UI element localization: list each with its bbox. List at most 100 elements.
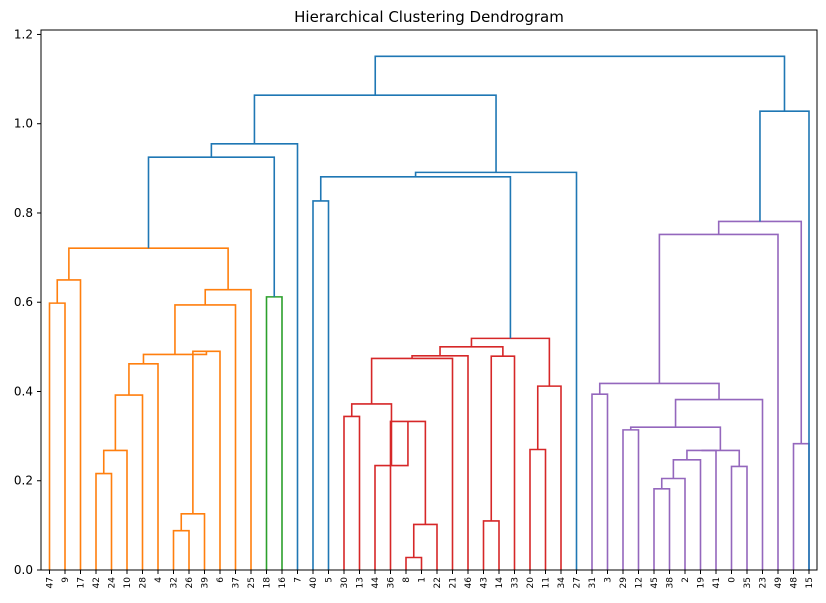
leaf-label: 16 xyxy=(278,577,288,589)
dendrogram-link xyxy=(319,176,512,339)
leaf-label: 15 xyxy=(805,577,815,588)
leaf-label: 1 xyxy=(418,577,428,583)
leaf-label: 18 xyxy=(263,577,273,589)
leaf-label: 37 xyxy=(232,577,242,588)
leaf-label: 6 xyxy=(216,577,226,583)
leaf-label: 12 xyxy=(635,577,645,588)
leaf-label: 27 xyxy=(573,577,583,588)
y-tick-label: 0.6 xyxy=(14,295,33,309)
leaf-label: 5 xyxy=(325,577,335,583)
dendrogram-link xyxy=(370,357,454,570)
dendrogram-link xyxy=(192,350,221,570)
dendrogram-link xyxy=(701,449,741,467)
leaf-label: 24 xyxy=(108,577,118,589)
leaf-label: 36 xyxy=(387,577,397,589)
dendrogram-links xyxy=(48,55,810,570)
leaf-label: 33 xyxy=(511,577,521,588)
dendrogram-link xyxy=(653,487,671,570)
dendrogram-link xyxy=(536,385,562,570)
y-axis: 0.0 0.2 0.4 0.6 0.8 1.0 1.2 xyxy=(14,27,41,577)
leaf-label: 38 xyxy=(666,577,676,589)
dendrogram-link xyxy=(490,355,516,570)
dendrogram-link xyxy=(210,143,299,570)
leaf-label: 47 xyxy=(46,577,56,588)
dendrogram-link xyxy=(312,200,330,570)
y-tick-label: 0.8 xyxy=(14,206,33,220)
dendrogram-link xyxy=(674,398,764,570)
leaf-label: 23 xyxy=(759,577,769,588)
dendrogram-link xyxy=(405,556,423,570)
leaf-label: 11 xyxy=(542,577,552,588)
leaf-label: 49 xyxy=(774,577,784,589)
leaf-label: 14 xyxy=(495,577,505,589)
dendrogram-link xyxy=(95,472,113,570)
dendrogram-link xyxy=(102,449,128,570)
dendrogram-link xyxy=(730,465,748,570)
leaf-label: 21 xyxy=(449,577,459,588)
leaf-label: 26 xyxy=(185,577,195,589)
dendrogram-link xyxy=(389,420,427,570)
x-axis: 47 9 17 42 24 10 28 4 32 26 39 6 37 25 18 16 7 40 5 30 13 44 3… xyxy=(46,570,815,589)
leaf-label: 44 xyxy=(371,577,381,589)
dendrogram-link xyxy=(350,403,393,466)
dendrogram-link xyxy=(629,426,722,451)
dendrogram-link xyxy=(172,529,190,570)
dendrogram-link xyxy=(253,94,497,173)
leaf-label: 29 xyxy=(619,577,629,589)
leaf-label: 0 xyxy=(728,577,738,583)
dendrogram-link xyxy=(717,220,803,444)
dendrogram-link xyxy=(439,346,504,357)
leaf-label: 25 xyxy=(247,577,257,588)
leaf-label: 39 xyxy=(201,577,211,589)
dendrogram-link xyxy=(204,288,252,570)
dendrogram-link xyxy=(114,394,144,570)
dendrogram-link xyxy=(482,520,500,570)
dendrogram-link xyxy=(56,279,82,570)
leaf-label: 30 xyxy=(340,577,350,589)
chart-title: Hierarchical Clustering Dendrogram xyxy=(294,8,564,26)
leaf-label: 40 xyxy=(309,577,319,589)
leaf-label: 43 xyxy=(480,577,490,588)
leaf-label: 45 xyxy=(650,577,660,588)
leaf-label: 17 xyxy=(77,577,87,588)
leaf-label: 42 xyxy=(92,577,102,588)
dendrogram-link xyxy=(672,458,702,570)
leaf-label: 19 xyxy=(697,577,707,589)
leaf-label: 48 xyxy=(790,577,800,589)
leaf-label: 7 xyxy=(294,577,304,583)
leaf-label: 13 xyxy=(356,577,366,588)
leaf-label: 34 xyxy=(557,577,567,589)
y-tick-label: 1.2 xyxy=(14,27,33,41)
dendrogram-link xyxy=(180,512,206,570)
leaf-label: 28 xyxy=(139,577,149,589)
leaf-label: 3 xyxy=(604,577,614,583)
dendrogram-link xyxy=(660,477,686,570)
y-tick-label: 0.4 xyxy=(14,384,33,398)
dendrogram-link xyxy=(265,296,283,570)
plot-frame xyxy=(40,29,818,571)
leaf-label: 20 xyxy=(526,577,536,589)
dendrogram-link xyxy=(414,171,578,570)
leaf-label: 8 xyxy=(402,577,412,583)
dendrogram-link xyxy=(591,393,609,570)
dendrogram-link xyxy=(792,442,810,570)
leaf-label: 4 xyxy=(154,577,164,583)
dendrogram-link xyxy=(68,247,229,290)
dendrogram-link xyxy=(412,523,438,570)
dendrogram-link xyxy=(598,382,720,400)
dendrogram-link xyxy=(529,448,547,570)
leaf-label: 41 xyxy=(712,577,722,588)
dendrogram-link xyxy=(343,415,361,570)
leaf-label: 31 xyxy=(588,577,598,588)
leaf-label: 22 xyxy=(433,577,443,588)
leaf-label: 10 xyxy=(123,577,133,589)
dendrogram-link xyxy=(411,354,469,570)
y-tick-label: 1.0 xyxy=(14,117,33,131)
dendrogram-link xyxy=(147,156,276,297)
y-tick-label: 0.2 xyxy=(14,474,33,488)
leaf-label: 46 xyxy=(464,577,474,589)
dendrogram-link xyxy=(658,233,779,570)
dendrogram-link xyxy=(374,55,786,112)
dendrogram-link xyxy=(470,337,551,387)
